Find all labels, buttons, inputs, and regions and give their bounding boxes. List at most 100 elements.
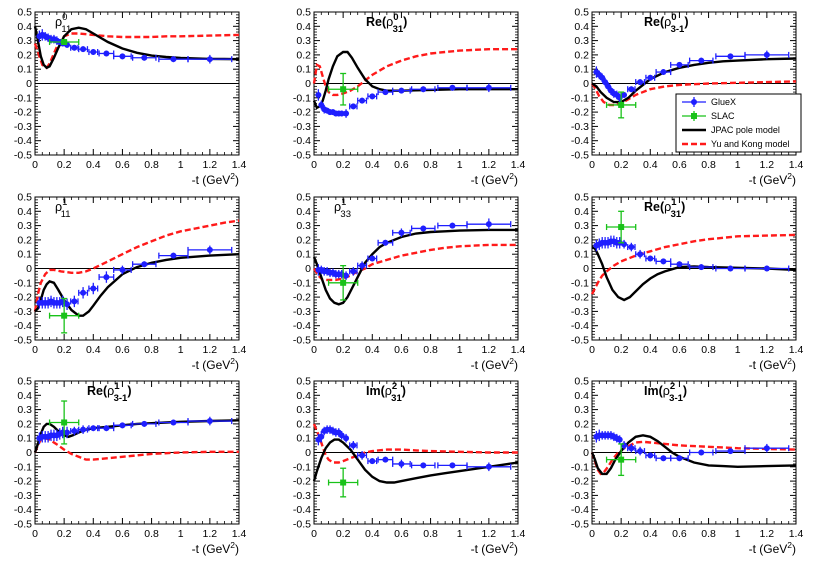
x-axis-label: -t (GeV2) — [192, 540, 239, 556]
y-tick-label: 0.3 — [296, 35, 311, 47]
slac-marker — [340, 279, 347, 286]
gluex-marker — [449, 222, 456, 229]
gluex-marker — [170, 419, 177, 426]
x-axis-label-text: -t (GeV — [192, 542, 231, 556]
gluex-marker — [727, 53, 734, 60]
title-symbol: ρ — [664, 15, 671, 29]
legend-label: Yu and Kong model — [711, 139, 790, 149]
y-tick-label: -0.4 — [293, 504, 311, 516]
y-tick-label: 0.1 — [296, 249, 311, 261]
y-tick-label: -0.1 — [571, 92, 589, 104]
x-tick-label: 0.4 — [86, 159, 101, 171]
x-axis-label-close: ) — [235, 358, 239, 372]
gluex-marker — [637, 448, 644, 455]
gluex-point — [78, 287, 89, 299]
y-tick-label: 0.5 — [574, 376, 589, 388]
gluex-point — [621, 91, 628, 98]
y-tick-label: -0.5 — [14, 519, 32, 531]
legend-entry-jpac: JPAC pole model — [682, 125, 780, 135]
title-subscript: 33 — [340, 209, 351, 220]
panel-title: Re(ρ0 31) — [366, 12, 407, 35]
y-tick-label: 0.2 — [574, 234, 589, 246]
gluex-point — [98, 271, 115, 283]
gluex-marker — [420, 462, 427, 469]
gluex-point — [410, 462, 436, 469]
y-tick-label: 0.3 — [296, 220, 311, 232]
y-tick-label: 0.3 — [17, 404, 32, 416]
gluex-marker — [71, 428, 78, 435]
gluex-point — [64, 298, 71, 310]
gluex-point — [655, 258, 672, 265]
y-tick-label: 0.2 — [574, 418, 589, 430]
x-axis-label-close: ) — [514, 358, 518, 372]
title-symbol: ρ — [385, 384, 392, 398]
x-tick-label: 0.8 — [701, 528, 716, 540]
title-subscript: 31 — [671, 209, 682, 220]
gluex-point — [113, 53, 132, 60]
gluex-marker — [343, 435, 350, 442]
gluex-marker — [90, 285, 97, 292]
y-tick-label: -0.4 — [293, 320, 311, 332]
y-tick-label: 0.4 — [296, 390, 311, 402]
slac-marker — [61, 312, 68, 319]
gluex-marker — [382, 456, 389, 463]
x-tick-label: 0.4 — [365, 528, 380, 540]
gluex-point — [688, 449, 714, 456]
gluex-marker — [206, 418, 213, 425]
x-tick-label: 1 — [735, 528, 741, 540]
y-tick-label: -0.2 — [293, 107, 311, 119]
gluex-point — [688, 264, 714, 271]
gluex-point — [357, 97, 368, 104]
gluex-point — [645, 452, 656, 459]
gluex-point — [158, 419, 189, 426]
y-tick-label: -0.3 — [571, 121, 589, 133]
gluex-point — [70, 44, 79, 51]
x-tick-label: 1.2 — [760, 344, 775, 356]
x-tick-label: 0.6 — [394, 528, 409, 540]
x-tick-label: 1.4 — [232, 159, 247, 171]
x-axis-label-text: -t (GeV — [471, 358, 510, 372]
legend: GlueX SLAC JPAC pole model Yu and Kong mode… — [675, 93, 802, 153]
gluex-marker — [318, 433, 325, 440]
y-tick-label: 0.5 — [574, 7, 589, 19]
y-tick-label: -0.1 — [293, 92, 311, 104]
gluex-point — [88, 49, 99, 56]
slac-marker — [618, 101, 625, 108]
x-tick-label: 0.8 — [423, 159, 438, 171]
gluex-point — [655, 69, 672, 76]
x-axis-label-text: -t (GeV — [749, 173, 788, 187]
x-tick-label: 0.8 — [423, 528, 438, 540]
slac-marker — [340, 479, 347, 486]
y-tick-label: 0.5 — [296, 7, 311, 19]
gluex-point — [715, 53, 746, 60]
x-axis-label: -t (GeV2) — [749, 540, 796, 556]
title-subscript: 31 — [391, 393, 402, 404]
gluex-marker — [119, 266, 126, 273]
x-tick-label: 1.2 — [482, 528, 497, 540]
gluex-point — [688, 57, 714, 64]
gluex-marker — [141, 54, 148, 61]
gluex-point — [744, 443, 790, 453]
x-axis-label-sup: 2 — [230, 171, 235, 181]
gluex-marker — [647, 74, 654, 81]
y-tick-label: -0.5 — [293, 519, 311, 531]
x-tick-label: 0.8 — [144, 159, 159, 171]
gluex-marker — [727, 448, 734, 455]
x-axis-label-close: ) — [235, 542, 239, 556]
x-tick-label: 1.4 — [232, 528, 247, 540]
y-tick-label: -0.1 — [14, 92, 32, 104]
gluex-marker — [170, 56, 177, 63]
y-tick-label: 0.1 — [17, 64, 32, 76]
legend-entry-gluex: GlueX — [682, 97, 736, 107]
gluex-point — [349, 441, 358, 450]
jpac-curve — [312, 228, 518, 306]
x-axis-label: -t (GeV2) — [471, 356, 518, 372]
x-tick-label: 1.2 — [203, 159, 218, 171]
y-tick-label: -0.5 — [571, 150, 589, 162]
y-tick-label: -0.2 — [571, 476, 589, 488]
gluex-marker — [103, 50, 110, 57]
x-tick-label: 0.2 — [336, 344, 351, 356]
yu-kong-curve — [33, 219, 240, 312]
yu-kong-curve — [591, 80, 797, 107]
gluex-point — [131, 261, 157, 268]
